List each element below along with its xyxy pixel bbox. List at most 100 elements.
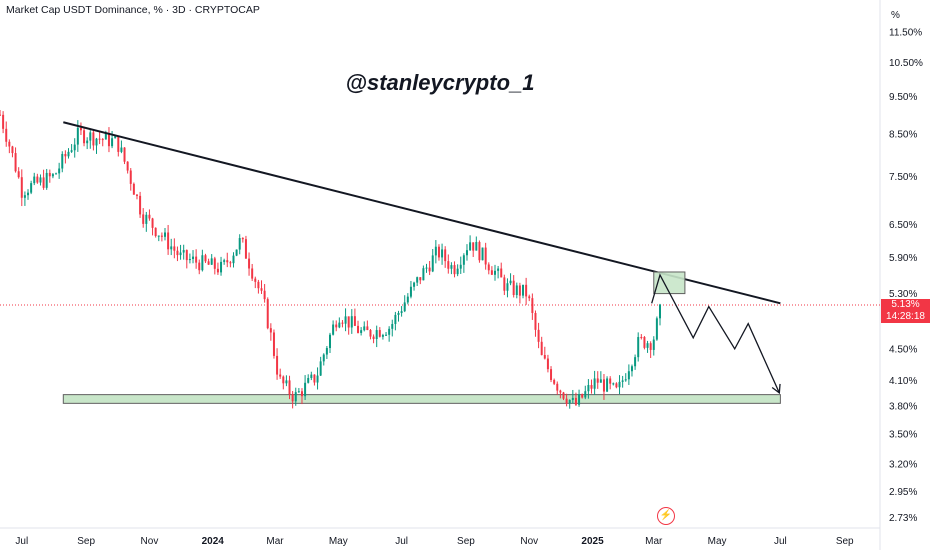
candle-body [313,374,316,383]
support-zone-rect[interactable] [62,394,781,404]
candle-body [335,324,338,328]
candle-body [494,270,496,275]
candle-body [89,132,92,141]
candle-body [266,299,269,329]
candle-body [297,391,300,393]
candle-body [375,330,378,340]
price-tick-label: 11.50% [889,27,922,38]
candle-body [434,246,437,256]
candle-body [2,114,5,129]
candle-body [459,264,462,269]
candle-body [372,336,375,340]
time-tick-label: Nov [520,536,538,547]
candle-body [574,397,577,405]
candle-body [584,391,587,398]
time-tick-label: May [329,536,348,547]
candle-body [148,214,151,219]
time-tick-label: Mar [645,536,663,547]
candle-body [30,183,33,193]
candle-body [220,261,223,273]
candle-body [198,262,201,271]
candle-body [55,173,58,175]
price-tick-label: 4.50% [889,344,917,355]
candle-body [83,130,86,144]
candle-body [400,311,403,313]
price-axis[interactable]: % 11.50% 10.50% 9.50% 8.50% 7.50% 6.50% 5.90% 5… [889,10,923,524]
chart-title: Market Cap USDT Dominance, % · 3D · CRYP… [6,4,260,16]
candle-body [363,326,366,331]
candle-body [145,214,148,224]
candle-body [385,334,388,336]
candle-body [659,304,661,319]
candle-body [310,374,313,378]
candle-body [61,153,64,169]
candle-body [646,343,649,348]
candle-body [151,218,154,228]
candle-body [506,283,509,291]
candle-body [475,241,478,251]
candle-body [587,385,590,392]
candle-body [282,376,285,384]
price-axis-unit: % [891,10,900,21]
time-tick-label: Sep [457,536,475,547]
price-tick-label: 6.50% [889,220,917,231]
projection-path[interactable] [651,273,780,394]
candle-body [465,250,468,256]
time-tick-label: Sep [77,536,95,547]
candle-body [422,268,425,281]
price-tick-label: 3.20% [889,460,917,471]
breakout-box[interactable] [653,271,686,295]
candle-body [104,133,107,140]
candle-body [257,281,260,289]
candle-body [213,258,216,269]
candle-body [606,378,609,392]
candle-body [447,261,450,269]
candle-body [139,195,142,215]
time-axis[interactable]: Jul Sep Nov 2024 Mar May Jul Sep Nov 2025 Mar May Ju… [15,536,854,547]
candle-body [17,171,20,178]
candle-body [48,172,51,177]
candle-body [456,268,459,275]
candle-body [226,260,229,263]
candle-body [568,399,571,404]
candle-body [540,341,543,356]
candle-body [621,380,624,382]
candle-body [39,177,42,183]
candle-body [173,246,176,251]
drawings-layer[interactable] [63,121,781,395]
candle-body [350,316,353,328]
candle-body [279,374,282,377]
candle-body [649,343,652,350]
candle-body [378,330,381,337]
candle-body [332,324,335,335]
candle-body [164,232,166,237]
candle-body [325,348,328,355]
candle-body [288,380,291,395]
candle-body [126,161,129,171]
candle-body [497,268,500,271]
candle-body [637,337,640,358]
candle-body [624,379,627,381]
candle-body [441,249,444,258]
candle-body [528,296,531,299]
time-tick-label: Jul [774,536,787,547]
lightning-icon[interactable]: ⚡ [657,507,675,525]
candle-body [154,227,157,236]
support-zone[interactable] [62,394,781,404]
price-tick-label: 2.95% [889,487,917,498]
candle-body [238,238,241,250]
candle-body [546,358,549,370]
candle-body [525,284,528,297]
candle-body [20,177,23,198]
time-tick-label: May [708,536,727,547]
candle-body [655,318,658,340]
candle-body [307,377,310,383]
candle-body [599,379,602,383]
candle-body [14,153,17,172]
candle-body [341,322,344,324]
last-price-value: 5.13% [891,299,920,310]
candle-body [403,302,406,312]
candle-body [453,265,456,275]
candle-body [229,262,232,264]
